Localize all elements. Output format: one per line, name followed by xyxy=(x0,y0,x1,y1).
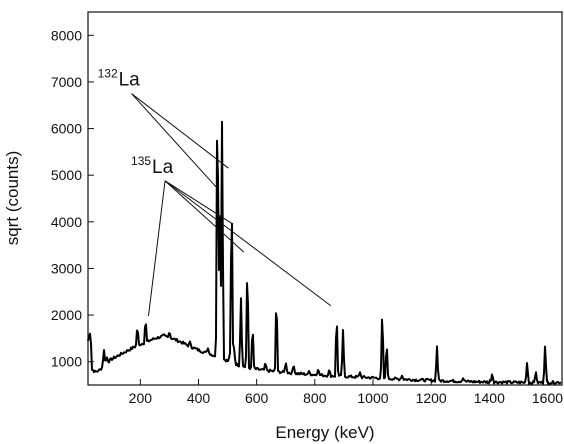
annotation-leader-line xyxy=(131,93,229,169)
annotation-label: La xyxy=(119,70,141,91)
x-tick-label: 600 xyxy=(245,390,269,406)
x-tick-label: 1200 xyxy=(416,390,447,406)
y-tick-label: 6000 xyxy=(51,121,82,137)
x-tick-label: 1000 xyxy=(357,390,388,406)
annotation-leader-line xyxy=(164,180,245,253)
annotation-leader-line xyxy=(147,180,166,317)
x-tick-label: 800 xyxy=(303,390,327,406)
annotation-leader-line xyxy=(164,180,234,225)
annotation-label: La xyxy=(152,157,174,178)
plot-frame xyxy=(87,11,563,386)
y-tick-label: 1000 xyxy=(51,354,82,370)
annotation-leader-line xyxy=(164,180,332,307)
annotation-superscript: 132 xyxy=(98,67,118,81)
x-tick-label: 400 xyxy=(187,390,211,406)
y-axis-title: sqrt (counts) xyxy=(3,151,22,245)
x-axis-title: Energy (keV) xyxy=(275,423,374,442)
y-tick-label: 7000 xyxy=(51,74,82,90)
y-tick-label: 3000 xyxy=(51,260,82,276)
annotation-superscript: 135 xyxy=(131,154,151,168)
annotation-leader-line xyxy=(131,93,217,188)
x-tick-label: 1600 xyxy=(532,390,563,406)
y-tick-label: 2000 xyxy=(51,307,82,323)
ticks-layer: 200 400 600 800 1000 1200 1400 1600 1000 2000 3000… xyxy=(51,27,563,406)
x-tick-label: 1400 xyxy=(474,390,505,406)
y-tick-label: 5000 xyxy=(51,167,82,183)
y-tick-label: 8000 xyxy=(51,27,82,43)
y-tick-label: 4000 xyxy=(51,214,82,230)
x-tick-label: 200 xyxy=(129,390,153,406)
spectrum-line xyxy=(87,120,562,385)
